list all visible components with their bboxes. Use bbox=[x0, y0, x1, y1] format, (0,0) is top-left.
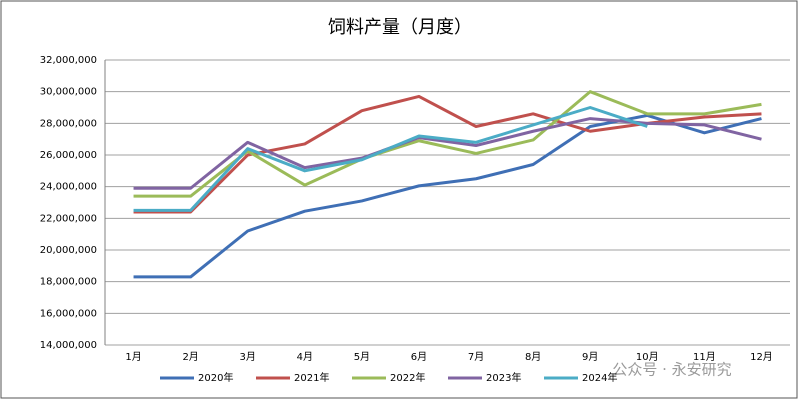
series-line bbox=[133, 117, 762, 190]
x-tick-label: 5月 bbox=[354, 351, 370, 363]
chart-title: 饲料产量（月度） bbox=[328, 17, 472, 38]
y-tick-label: 24,000,000 bbox=[40, 182, 97, 193]
y-tick-label: 26,000,000 bbox=[40, 150, 97, 161]
series-line bbox=[133, 113, 762, 279]
legend-label: 2020年 bbox=[198, 371, 233, 384]
y-tick-label: 16,000,000 bbox=[40, 308, 97, 319]
x-tick-label: 8月 bbox=[525, 351, 541, 363]
x-tick-label: 7月 bbox=[468, 351, 484, 363]
x-tick-label: 11月 bbox=[693, 351, 716, 363]
series-line bbox=[133, 106, 648, 212]
x-tick-label: 9月 bbox=[582, 351, 598, 363]
y-tick-label: 28,000,000 bbox=[40, 118, 97, 129]
x-tick-label: 12月 bbox=[750, 351, 773, 363]
watermark: 公众号 · 永安研究 bbox=[612, 361, 731, 379]
x-tick-label: 6月 bbox=[411, 351, 427, 363]
legend-label: 2024年 bbox=[582, 371, 617, 384]
y-tick-label: 22,000,000 bbox=[40, 213, 97, 224]
x-tick-label: 4月 bbox=[297, 351, 313, 363]
x-tick-label: 10月 bbox=[636, 351, 659, 363]
legend-label: 2022年 bbox=[390, 371, 425, 384]
legend-label: 2023年 bbox=[486, 371, 521, 384]
y-tick-label: 32,000,000 bbox=[40, 55, 97, 66]
x-tick-label: 3月 bbox=[240, 351, 256, 363]
x-tick-label: 2月 bbox=[182, 351, 198, 363]
y-tick-label: 14,000,000 bbox=[40, 340, 97, 351]
y-tick-label: 30,000,000 bbox=[40, 87, 97, 98]
legend-label: 2021年 bbox=[294, 371, 329, 384]
y-tick-label: 20,000,000 bbox=[40, 245, 97, 256]
series-line bbox=[133, 90, 762, 198]
y-tick-label: 18,000,000 bbox=[40, 277, 97, 288]
x-tick-label: 1月 bbox=[125, 351, 141, 363]
